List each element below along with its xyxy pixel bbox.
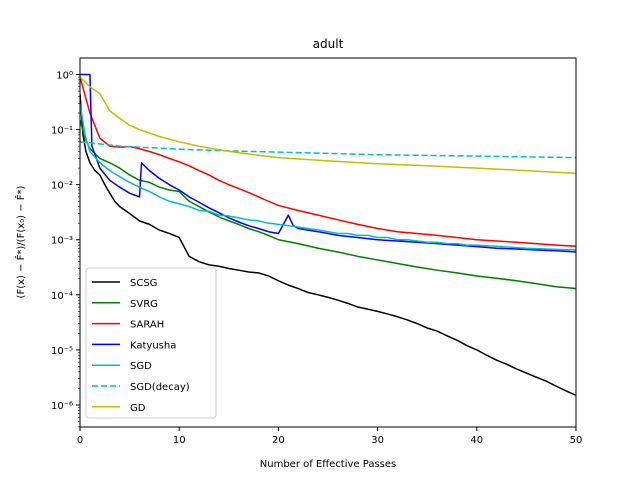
series-line-sarah (80, 76, 576, 248)
x-tick-label: 30 (371, 435, 384, 446)
chart-title: adult (313, 37, 344, 51)
legend-label-scsg: SCSG (130, 278, 157, 289)
y-tick-label: 10⁻³ (51, 236, 73, 247)
series-line-svrg (80, 119, 576, 290)
y-tick-label: 10⁻⁴ (51, 291, 73, 302)
y-tick-label: 10⁻⁶ (51, 401, 73, 412)
series-line-sgd-decay (80, 141, 576, 159)
legend-label-katyusha: Katyusha (130, 340, 176, 351)
x-tick-label: 0 (77, 435, 83, 446)
series-line-scsg (80, 93, 576, 396)
x-tick-label: 20 (272, 435, 285, 446)
series-line-gd (80, 76, 576, 175)
legend-box (85, 267, 217, 419)
x-tick-label: 10 (173, 435, 186, 446)
x-tick-label: 50 (570, 435, 583, 446)
series-layer (80, 73, 576, 396)
y-axis: 10⁻⁶ 10⁻⁵ 10⁻⁴ 10⁻³ 10⁻² 10⁻¹ 10⁰ (51, 71, 80, 428)
y-tick-label: 10⁻¹ (51, 126, 73, 137)
legend-label-svrg: SVRG (130, 299, 158, 310)
x-axis-label: Number of Effective Passes (260, 459, 396, 470)
legend-label-sarah: SARAH (130, 320, 164, 331)
plot-area (80, 73, 576, 396)
x-axis: 0 10 20 30 40 50 (77, 427, 583, 446)
y-axis-label: (F(x) − F̂*)/(F(x₀) − F̂*) (14, 185, 27, 298)
legend-label-sgd-decay: SGD(decay) (130, 382, 190, 393)
x-tick-label: 40 (470, 435, 483, 446)
y-tick-label: 10⁻⁵ (51, 346, 73, 357)
legend-label-gd: GD (130, 403, 146, 414)
y-tick-label: 10⁻² (51, 181, 73, 192)
legend-label-sgd: SGD (130, 361, 152, 372)
legend: SCSG SVRG SARAH Katyusha SGD SGD(decay) GD (85, 267, 217, 419)
y-tick-label: 10⁰ (56, 71, 73, 82)
series-line-sgd (80, 103, 576, 251)
